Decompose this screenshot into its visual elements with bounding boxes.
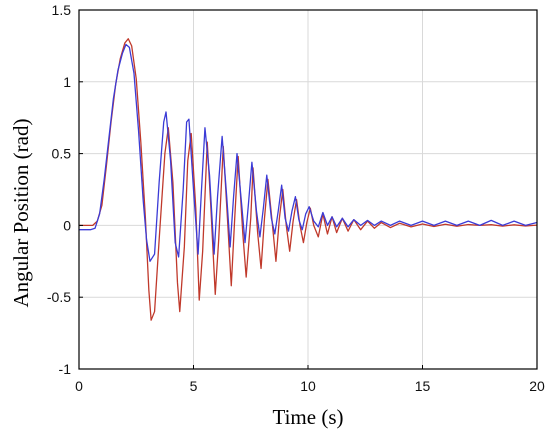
- x-tick-label: 15: [415, 378, 431, 394]
- y-tick-label: -1: [59, 361, 72, 377]
- series-lines: [79, 38, 538, 321]
- y-tick-label: -0.5: [47, 289, 71, 305]
- tick-labels: 0 5 10 15 20 -1 -0.5 0 0.5 1 1.5: [47, 2, 545, 394]
- series-line-2: [79, 43, 538, 262]
- series-line-1: [79, 38, 538, 321]
- y-tick-label: 1.5: [52, 2, 72, 18]
- x-tick-label: 0: [75, 378, 83, 394]
- y-axis-title: Angular Position (rad): [9, 119, 33, 308]
- y-tick-label: 0.5: [52, 146, 72, 162]
- x-axis-title: Time (s): [273, 405, 344, 429]
- plot-frame: [78, 9, 538, 370]
- x-tick-label: 5: [190, 378, 198, 394]
- x-tick-label: 20: [529, 378, 545, 394]
- x-tick-label: 10: [300, 378, 316, 394]
- y-tick-label: 0: [63, 217, 71, 233]
- y-tick-label: 1: [63, 74, 71, 90]
